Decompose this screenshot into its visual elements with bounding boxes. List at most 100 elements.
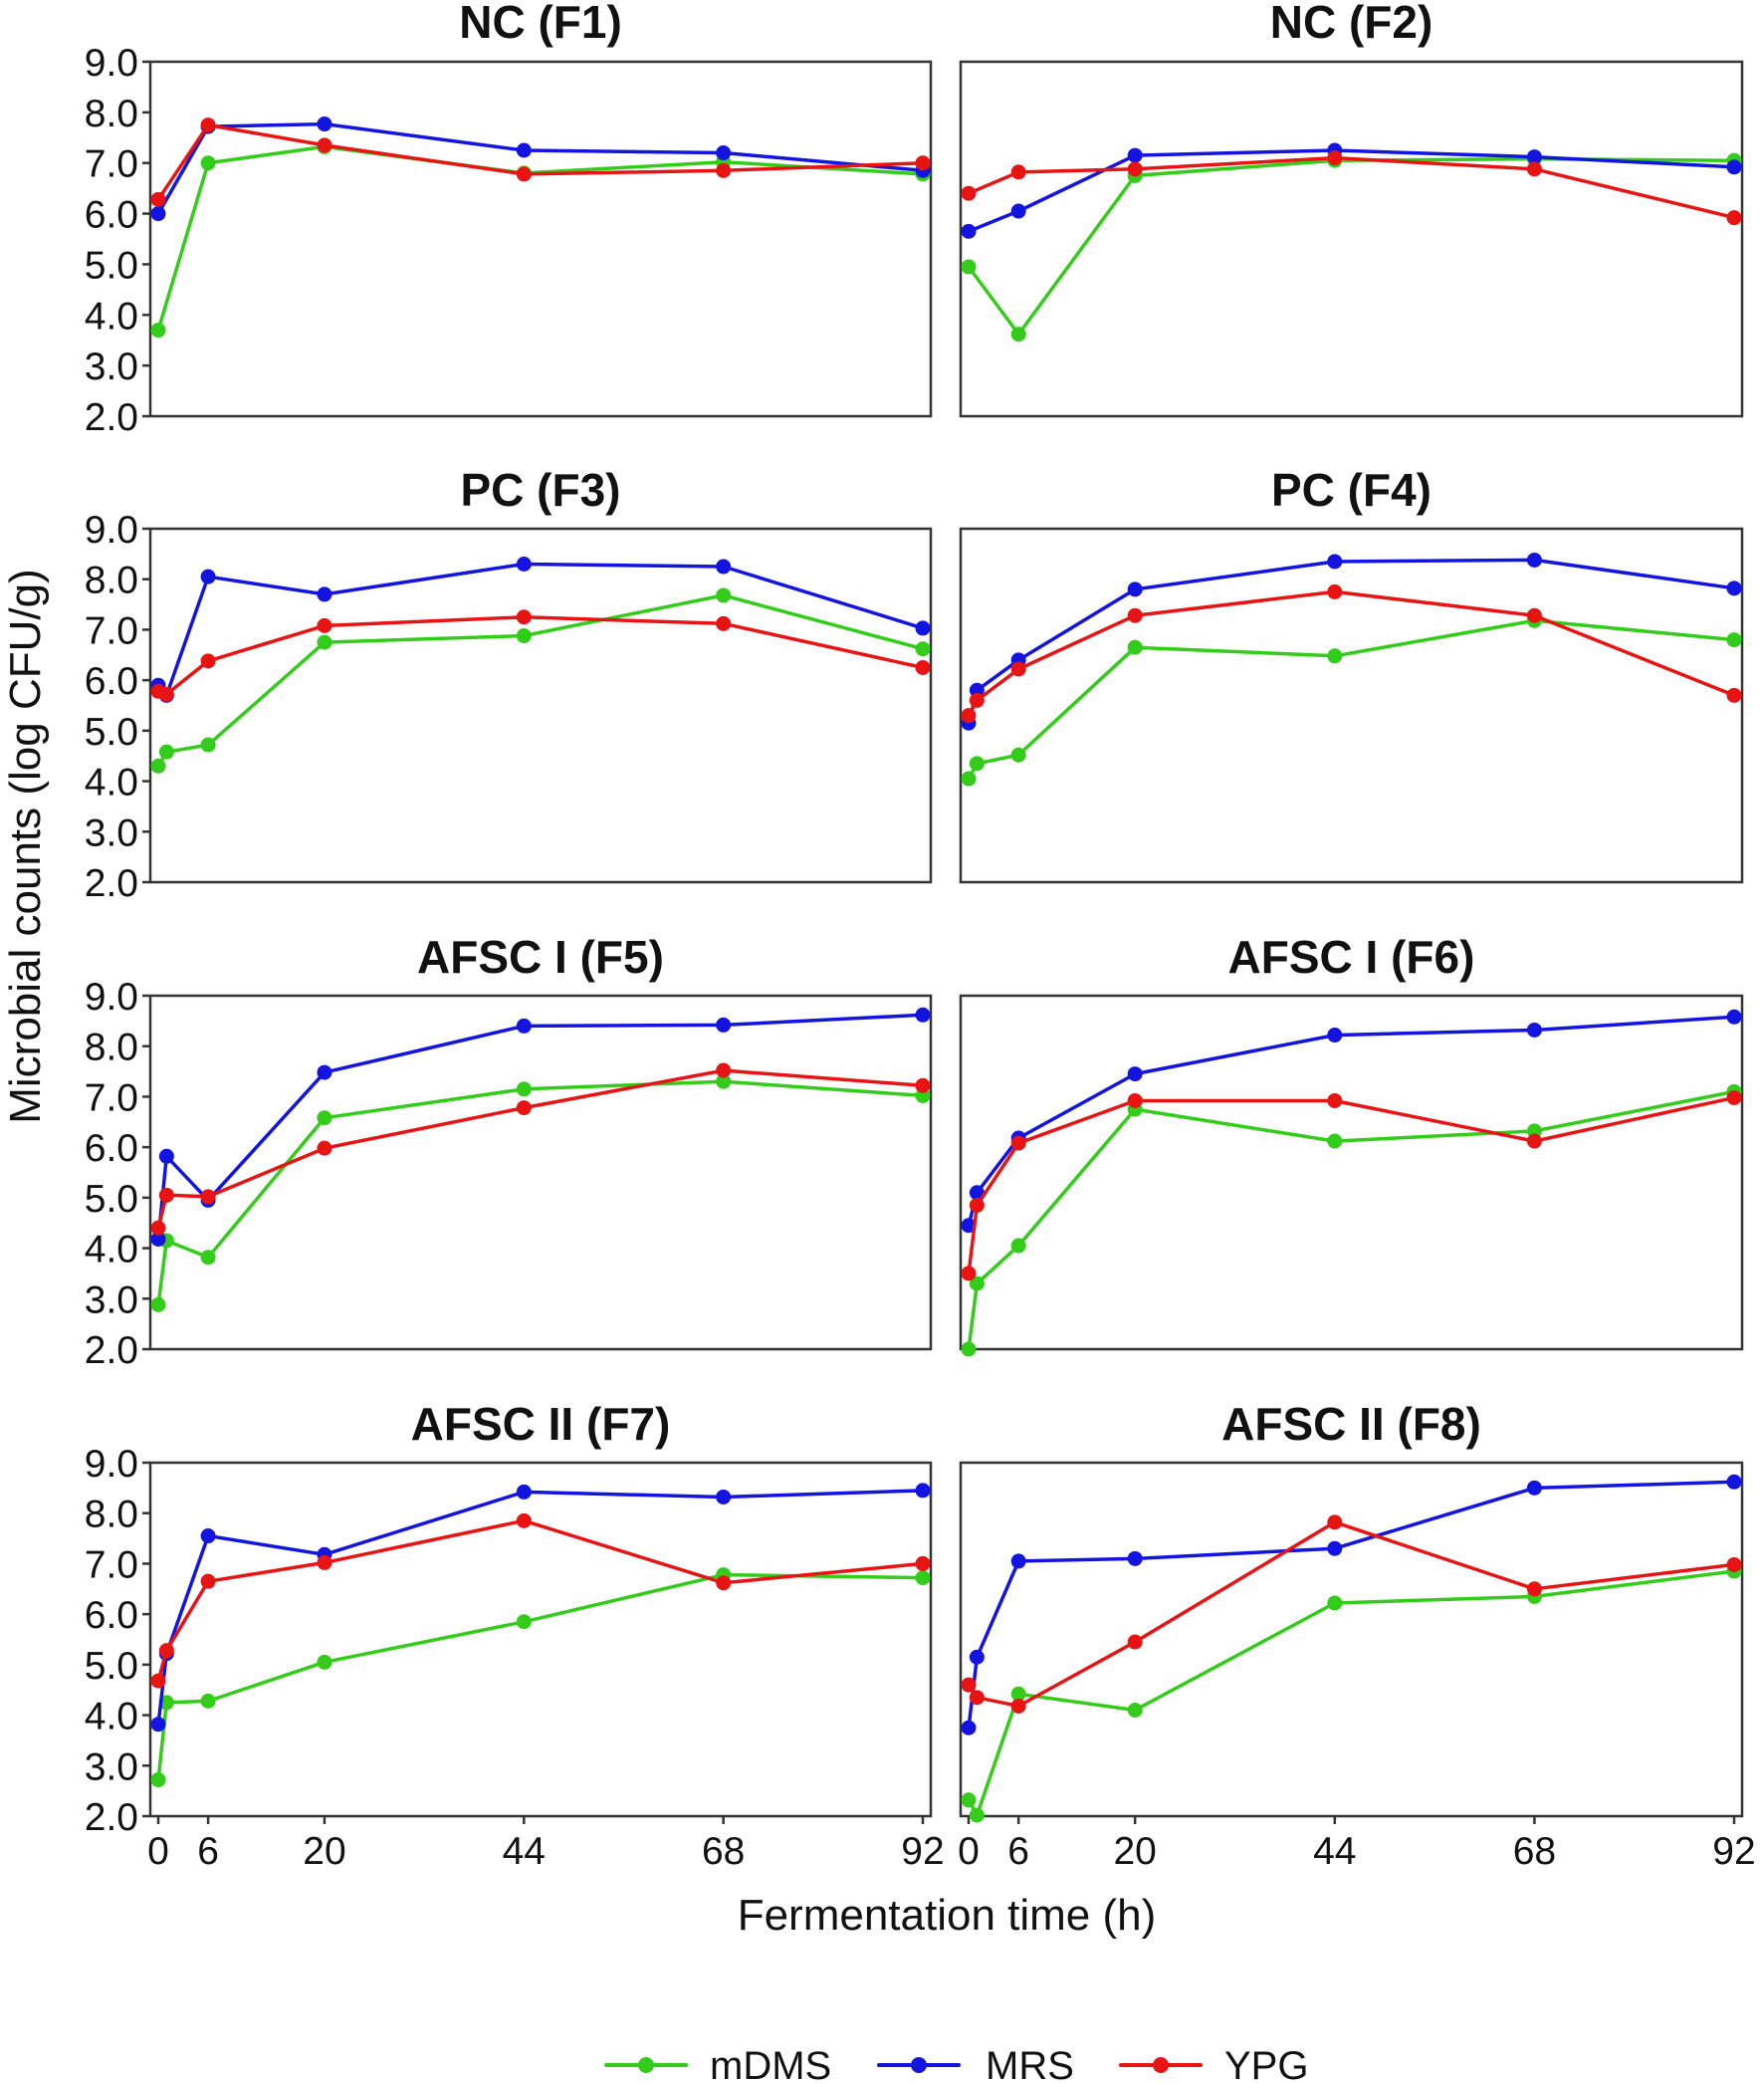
data-point-mrs	[915, 1007, 931, 1023]
facet-panels: NC (F1) 2.0 3.0 4.0 5.0 6.0 7.0 8.0 9.0 NC (F2) PC…	[85, 0, 1756, 1873]
data-point-ypg	[1726, 1556, 1742, 1572]
data-point-ypg	[150, 191, 166, 207]
data-point-mdms	[200, 737, 216, 753]
data-point-ypg	[961, 1266, 977, 1281]
y-tick-label: 6.0	[85, 1127, 138, 1170]
data-point-ypg	[969, 692, 985, 708]
data-point-mdms	[915, 641, 931, 657]
data-point-mrs	[961, 1720, 977, 1736]
data-point-ypg	[516, 609, 532, 625]
y-tick-label: 5.0	[85, 244, 138, 287]
y-tick-label: 7.0	[85, 609, 138, 652]
data-point-mdms	[1010, 747, 1026, 763]
data-point-ypg	[1010, 1135, 1026, 1151]
panel-frame	[148, 1461, 933, 1818]
x-tick-label: 0	[958, 1830, 980, 1873]
y-tick-label: 9.0	[85, 509, 138, 552]
y-tick-label: 9.0	[85, 976, 138, 1019]
data-point-mrs	[1127, 1066, 1143, 1082]
data-point-mdms	[150, 1771, 166, 1787]
data-point-ypg	[716, 615, 732, 631]
panel-frame	[148, 527, 933, 884]
series-line-mrs	[967, 148, 1736, 234]
y-tick-label: 4.0	[85, 762, 138, 805]
legend-swatch-point	[1153, 2057, 1169, 2073]
y-tick-label: 4.0	[85, 1229, 138, 1272]
panel-frame	[148, 60, 933, 418]
data-point-mrs	[716, 1489, 732, 1504]
y-tick-label: 7.0	[85, 143, 138, 186]
panel-nc-f1: NC (F1) 2.0 3.0 4.0 5.0 6.0 7.0 8.0 9.0	[85, 0, 933, 439]
data-point-ypg	[1327, 583, 1343, 599]
legend-label: MRS	[986, 2044, 1074, 2083]
legend-swatch-point	[911, 2057, 927, 2073]
data-point-ypg	[961, 1677, 977, 1693]
data-point-mrs	[516, 1018, 532, 1034]
x-tick-label: 20	[303, 1830, 345, 1873]
data-point-mrs	[1127, 1550, 1143, 1566]
data-point-ypg	[516, 1512, 532, 1528]
x-tick-label: 92	[1712, 1830, 1755, 1873]
data-point-ypg	[1726, 687, 1742, 703]
chart-legend: mDMS MRS YPG	[604, 2044, 1308, 2083]
data-point-mrs	[1726, 159, 1742, 175]
data-point-ypg	[200, 1573, 216, 1589]
data-point-ypg	[317, 1140, 332, 1156]
data-point-ypg	[516, 166, 532, 182]
data-point-ypg	[150, 1673, 166, 1689]
data-point-ypg	[1127, 161, 1143, 177]
y-tick-label: 6.0	[85, 194, 138, 237]
x-tick-label: 20	[1113, 1830, 1156, 1873]
data-point-mdms	[1010, 1686, 1026, 1702]
y-tick-label: 5.0	[85, 711, 138, 754]
data-point-mdms	[716, 587, 732, 603]
y-tick-label: 2.0	[85, 862, 138, 905]
data-point-mrs	[317, 116, 332, 132]
data-point-ypg	[1327, 150, 1343, 166]
data-point-ypg	[317, 137, 332, 153]
x-axis-title: Fermentation time (h)	[738, 1891, 1157, 1940]
data-point-ypg	[1526, 607, 1542, 623]
panel-frame	[959, 60, 1744, 418]
data-point-mdms	[1127, 639, 1143, 655]
data-point-mrs	[716, 559, 732, 575]
data-point-mdms	[516, 1614, 532, 1630]
panel-afsc-i-f6: AFSC I (F6)	[959, 931, 1744, 1357]
data-point-mrs	[1726, 1474, 1742, 1490]
data-point-mdms	[158, 744, 174, 760]
y-tick-label: 9.0	[85, 42, 138, 85]
panel-nc-f2: NC (F2)	[959, 0, 1744, 418]
panel-afsc-ii-f7: AFSC II (F7) 2.0 3.0 4.0 5.0 6.0 7.0 8.0 9.0 0 6 20…	[85, 1398, 945, 1873]
data-point-mrs	[200, 569, 216, 584]
data-point-ypg	[915, 659, 931, 675]
data-point-mrs	[1726, 1009, 1742, 1025]
panel-frame	[959, 994, 1744, 1351]
data-point-mdms	[969, 1807, 985, 1823]
data-point-mrs	[1327, 1540, 1343, 1556]
y-tick-label: 3.0	[85, 1278, 138, 1321]
data-point-ypg	[1726, 210, 1742, 226]
data-point-ypg	[1127, 1634, 1143, 1650]
y-tick-label: 3.0	[85, 346, 138, 388]
x-tick-label: 6	[197, 1830, 219, 1873]
data-point-ypg	[915, 1077, 931, 1093]
data-point-ypg	[969, 1197, 985, 1213]
y-tick-label: 5.0	[85, 1178, 138, 1221]
data-point-mdms	[961, 1792, 977, 1808]
data-point-mrs	[915, 620, 931, 636]
y-tick-label: 3.0	[85, 1745, 138, 1788]
data-point-ypg	[1010, 1698, 1026, 1714]
data-point-mrs	[1327, 554, 1343, 570]
data-point-mdms	[915, 1570, 931, 1586]
data-point-mdms	[961, 1341, 977, 1357]
data-point-ypg	[317, 617, 332, 633]
data-point-mdms	[150, 323, 166, 339]
data-point-mrs	[317, 1064, 332, 1080]
data-point-mrs	[1127, 581, 1143, 597]
data-point-mrs	[961, 223, 977, 239]
data-point-ypg	[1526, 1581, 1542, 1597]
data-point-mrs	[1726, 580, 1742, 596]
x-tick-label: 68	[702, 1830, 745, 1873]
data-point-ypg	[1327, 1514, 1343, 1530]
